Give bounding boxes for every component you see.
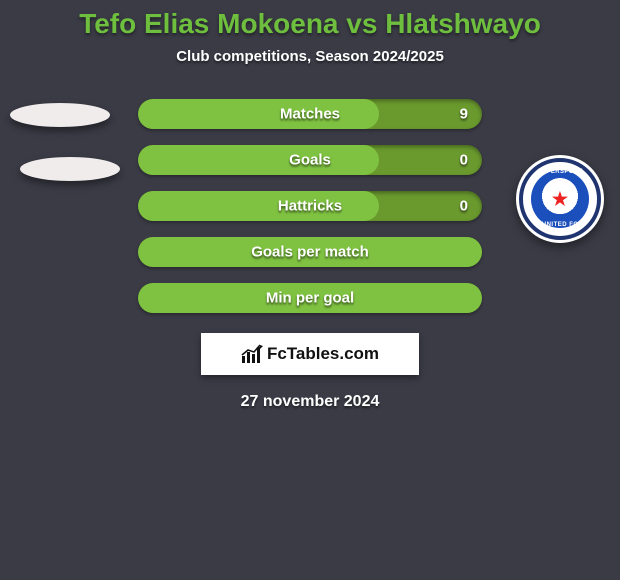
brand-box: FcTables.com: [201, 333, 419, 375]
brand-chart-icon: [241, 344, 265, 364]
stat-bar-value: 0: [460, 198, 468, 215]
stat-bar: Matches 9: [138, 99, 482, 129]
decor-ellipse: [20, 157, 120, 181]
badge-inner: SUPERSPORT ★ UNITED FC: [531, 170, 589, 228]
comparison-title: Tefo Elias Mokoena vs Hlatshwayo: [0, 0, 620, 40]
stat-bar-fill: [138, 191, 379, 221]
stat-bar: Goals 0: [138, 145, 482, 175]
stat-bar-label: Matches: [280, 106, 340, 123]
badge-text-bottom: UNITED FC: [542, 222, 579, 228]
main-area: SUPERSPORT ★ UNITED FC Matches9Goals0Hat…: [0, 99, 620, 411]
badge-star-icon: ★: [552, 189, 568, 210]
stat-bar-label: Goals: [289, 152, 331, 169]
stat-bar: Min per goal: [138, 283, 482, 313]
stat-bar-label: Goals per match: [251, 244, 369, 261]
decor-ellipse: [10, 103, 110, 127]
stat-bar-label: Min per goal: [266, 290, 354, 307]
stat-bar: Hattricks 0: [138, 191, 482, 221]
stat-bar-label: Hattricks: [278, 198, 342, 215]
stat-bar-fill: [138, 99, 379, 129]
brand-text: FcTables.com: [267, 344, 379, 364]
stat-bar-value: 0: [460, 152, 468, 169]
subtitle: Club competitions, Season 2024/2025: [0, 48, 620, 65]
team-badge: SUPERSPORT ★ UNITED FC: [516, 155, 604, 243]
date-text: 27 november 2024: [0, 393, 620, 411]
stat-bars: Matches 9 Goals 0 Hattricks 0 Goals per match M…: [138, 99, 482, 313]
stat-bar: Goals per match: [138, 237, 482, 267]
badge-text-top: SUPERSPORT: [537, 169, 582, 175]
stat-bar-fill: [138, 145, 379, 175]
stat-bar-value: 9: [460, 106, 468, 123]
